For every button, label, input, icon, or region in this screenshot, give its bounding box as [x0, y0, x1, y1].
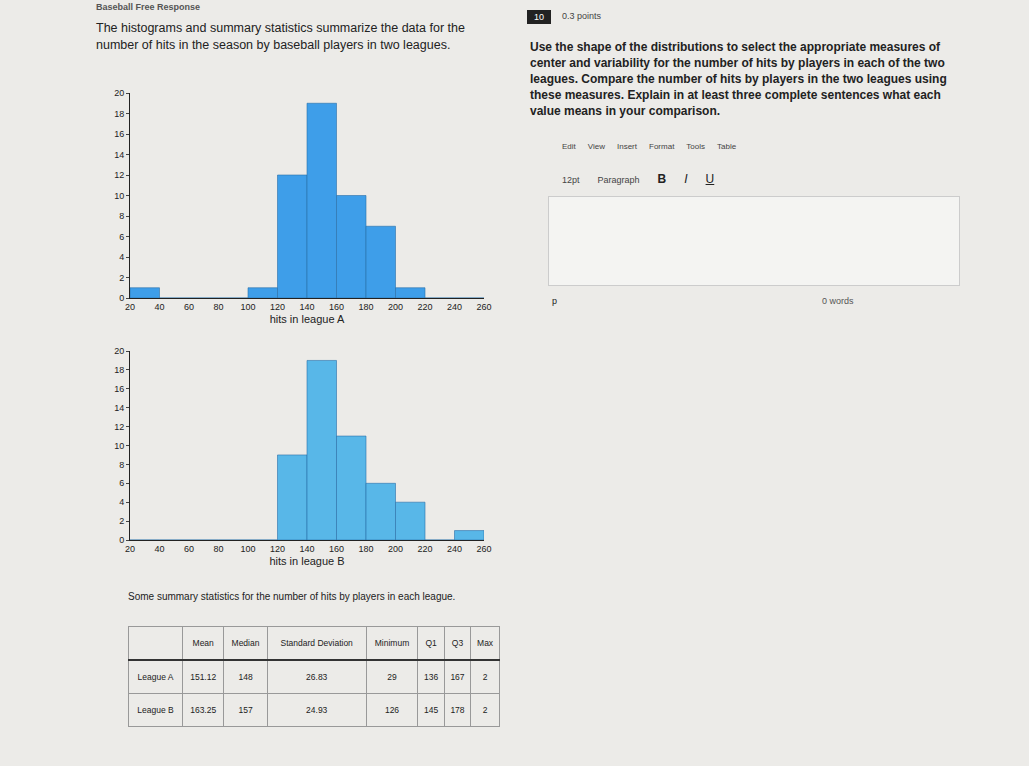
svg-text:240: 240 — [447, 302, 462, 312]
html-text:Standard Deviation: Standard Deviation — [280, 638, 353, 648]
svg-text:12: 12 — [114, 422, 124, 432]
html-text:B: B — [657, 172, 667, 186]
html-text:29: 29 — [387, 672, 397, 682]
html-text:League B: League B — [137, 705, 174, 715]
svg-text:18: 18 — [114, 365, 124, 375]
svg-text:60: 60 — [184, 302, 194, 312]
svg-text:40: 40 — [154, 302, 164, 312]
html-text:Q3: Q3 — [451, 638, 464, 648]
svg-text:4: 4 — [119, 497, 124, 507]
html-text:24.93: 24.93 — [306, 705, 328, 715]
html-text:Median: Median — [231, 638, 260, 648]
svg-text:180: 180 — [358, 302, 373, 312]
svg-text:80: 80 — [213, 302, 223, 312]
html-text:136: 136 — [424, 672, 439, 682]
html-text:0 words: 0 words — [822, 296, 854, 306]
svg-text:220: 220 — [417, 302, 432, 312]
svg-text:40: 40 — [154, 544, 164, 554]
html-text:157: 157 — [238, 705, 253, 715]
svg-text:100: 100 — [240, 302, 255, 312]
svg-text:18: 18 — [114, 109, 124, 119]
html-text:178: 178 — [450, 705, 465, 715]
html-text:Edit: Edit — [562, 142, 576, 151]
html-text:Table: Table — [717, 142, 737, 151]
svg-text:20: 20 — [114, 346, 124, 356]
html-text:26.83: 26.83 — [306, 672, 328, 682]
svg-text:120: 120 — [270, 544, 285, 554]
svg-text:160: 160 — [329, 302, 344, 312]
svg-text:14: 14 — [114, 150, 124, 160]
html-text:12pt: 12pt — [562, 175, 580, 185]
svg-text:200: 200 — [388, 544, 403, 554]
svg-text:80: 80 — [213, 544, 223, 554]
svg-text:140: 140 — [299, 544, 314, 554]
html-text:p: p — [552, 296, 557, 306]
html-text:163.25: 163.25 — [190, 705, 217, 715]
html-text:167: 167 — [450, 672, 465, 682]
svg-text:6: 6 — [119, 232, 124, 242]
svg-text:20: 20 — [125, 302, 135, 312]
svg-text:240: 240 — [447, 544, 462, 554]
svg-text:8: 8 — [119, 460, 124, 470]
html-text:Insert: Insert — [617, 142, 637, 151]
svg-text:2: 2 — [119, 273, 124, 283]
html-text:Max: Max — [477, 638, 494, 648]
html-text:Use the shape of the distribut: Use the shape of the distributions to se… — [530, 40, 947, 118]
html-text:Q1: Q1 — [425, 638, 437, 648]
svg-text:4: 4 — [119, 252, 124, 262]
svg-text:10: 10 — [114, 191, 124, 201]
svg-text:hits in league A: hits in league A — [270, 313, 345, 325]
svg-text:12: 12 — [114, 170, 124, 180]
svg-text:180: 180 — [358, 544, 373, 554]
svg-text:14: 14 — [114, 403, 124, 413]
html-text:Tools: Tools — [686, 142, 705, 151]
html-text:10: 10 — [534, 12, 544, 22]
svg-text:120: 120 — [270, 302, 285, 312]
svg-text:260: 260 — [476, 544, 491, 554]
svg-text:20: 20 — [114, 88, 124, 98]
svg-text:0: 0 — [119, 535, 124, 545]
html-text:I: I — [684, 172, 688, 186]
svg-text:10: 10 — [114, 441, 124, 451]
html-text:151.12: 151.12 — [190, 672, 217, 682]
svg-text:260: 260 — [476, 302, 491, 312]
html-text:Paragraph: Paragraph — [597, 175, 640, 185]
svg-text:8: 8 — [119, 211, 124, 221]
svg-text:160: 160 — [329, 544, 344, 554]
svg-text:200: 200 — [388, 302, 403, 312]
html-text:View: View — [587, 142, 605, 151]
svg-text:140: 140 — [299, 302, 314, 312]
html-text:U: U — [705, 172, 715, 186]
html-text:League A: League A — [137, 672, 174, 682]
svg-text:2: 2 — [119, 516, 124, 526]
html-text:0.3 points: 0.3 points — [562, 11, 601, 21]
html-text:Minimum: Minimum — [374, 638, 410, 648]
html-text:Format: Format — [649, 142, 675, 151]
svg-text:0: 0 — [119, 293, 124, 303]
html-text:148: 148 — [238, 672, 253, 682]
html-text:The histograms and summary sta: The histograms and summary statistics su… — [96, 21, 465, 52]
svg-text:20: 20 — [125, 544, 135, 554]
svg-text:60: 60 — [184, 544, 194, 554]
svg-text:hits in league B: hits in league B — [269, 555, 344, 567]
html-text:Some summary statistics for th: Some summary statistics for the number o… — [128, 591, 456, 602]
svg-text:220: 220 — [417, 544, 432, 554]
svg-text:6: 6 — [119, 478, 124, 488]
svg-text:16: 16 — [114, 384, 124, 394]
html-text:145: 145 — [424, 705, 439, 715]
svg-text:16: 16 — [114, 129, 124, 139]
html-text:2: 2 — [482, 672, 488, 682]
html-text:126: 126 — [384, 705, 400, 715]
html-text:Baseball Free Response: Baseball Free Response — [96, 2, 200, 12]
html-text:2: 2 — [482, 705, 488, 715]
html-text:Mean: Mean — [192, 638, 214, 648]
svg-text:100: 100 — [240, 544, 255, 554]
